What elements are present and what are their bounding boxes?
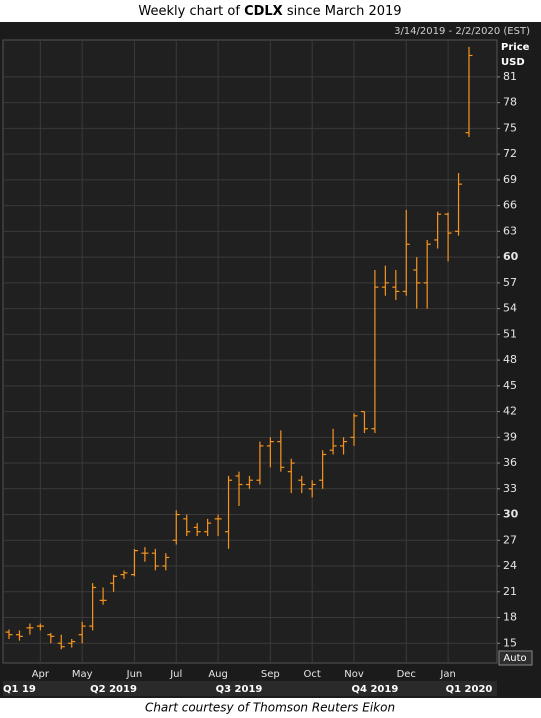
auto-button-label[interactable]: Auto <box>503 653 526 664</box>
y-tick-label: 66 <box>503 199 517 212</box>
chart-title: Weekly chart of CDLX since March 2019 <box>138 4 401 19</box>
title-prefix: Weekly chart of <box>138 4 244 19</box>
plot-area <box>2 39 498 664</box>
grid <box>3 40 497 663</box>
x-tick-label: Apr <box>32 669 50 680</box>
y-tick-label: 48 <box>503 353 517 366</box>
y-tick-label: 24 <box>503 559 517 572</box>
title-ticker: CDLX <box>244 4 283 19</box>
y-tick-label: 81 <box>503 70 517 83</box>
quarter-label: Q3 2019 <box>216 684 263 695</box>
y-tick-label: 36 <box>503 456 517 469</box>
x-tick-label: Oct <box>304 669 321 680</box>
y-tick-label: 69 <box>503 173 517 186</box>
y-tick-label: 42 <box>503 405 517 418</box>
y-axis-label: Price <box>501 42 530 53</box>
y-axis-unit: USD <box>501 57 525 68</box>
title-suffix: since March 2019 <box>283 4 402 19</box>
x-tick-label: Sep <box>261 669 280 680</box>
y-tick-label: 63 <box>503 224 517 237</box>
y-tick-label: 39 <box>503 430 517 443</box>
y-tick-label: 30 <box>503 508 519 521</box>
quarter-row <box>3 681 497 696</box>
y-tick-label: 15 <box>503 636 517 649</box>
y-tick-label: 33 <box>503 482 517 495</box>
x-tick-label: Nov <box>344 669 364 680</box>
y-tick-label: 21 <box>503 585 517 598</box>
y-tick-label: 27 <box>503 533 517 546</box>
quarter-label: Q1 2020 <box>446 684 493 695</box>
y-tick-label: 57 <box>503 276 517 289</box>
quarter-label: Q4 2019 <box>352 684 399 695</box>
quarter-label: Q1 19 <box>3 684 36 695</box>
y-tick-label: 78 <box>503 96 517 109</box>
x-tick-label: May <box>72 669 93 680</box>
x-tick-label: Aug <box>208 669 228 680</box>
x-tick-label: Jan <box>439 669 455 680</box>
x-tick-label: Dec <box>397 669 416 680</box>
x-tick-label: Jun <box>126 669 143 680</box>
y-tick-label: 72 <box>503 147 517 160</box>
auto-button[interactable] <box>498 650 533 666</box>
y-tick-label: 18 <box>503 611 517 624</box>
quarter-label: Q2 2019 <box>90 684 137 695</box>
y-tick-label: 54 <box>503 302 517 315</box>
y-tick-label: 60 <box>503 250 519 263</box>
date-range: 3/14/2019 - 2/2/2020 (EST) <box>394 26 530 37</box>
y-tick-label: 45 <box>503 379 517 392</box>
y-tick-label: 75 <box>503 121 517 134</box>
x-tick-label: Jul <box>169 669 182 680</box>
y-tick-label: 51 <box>503 327 517 340</box>
caption: Chart courtesy of Thomson Reuters Eikon <box>145 701 395 715</box>
